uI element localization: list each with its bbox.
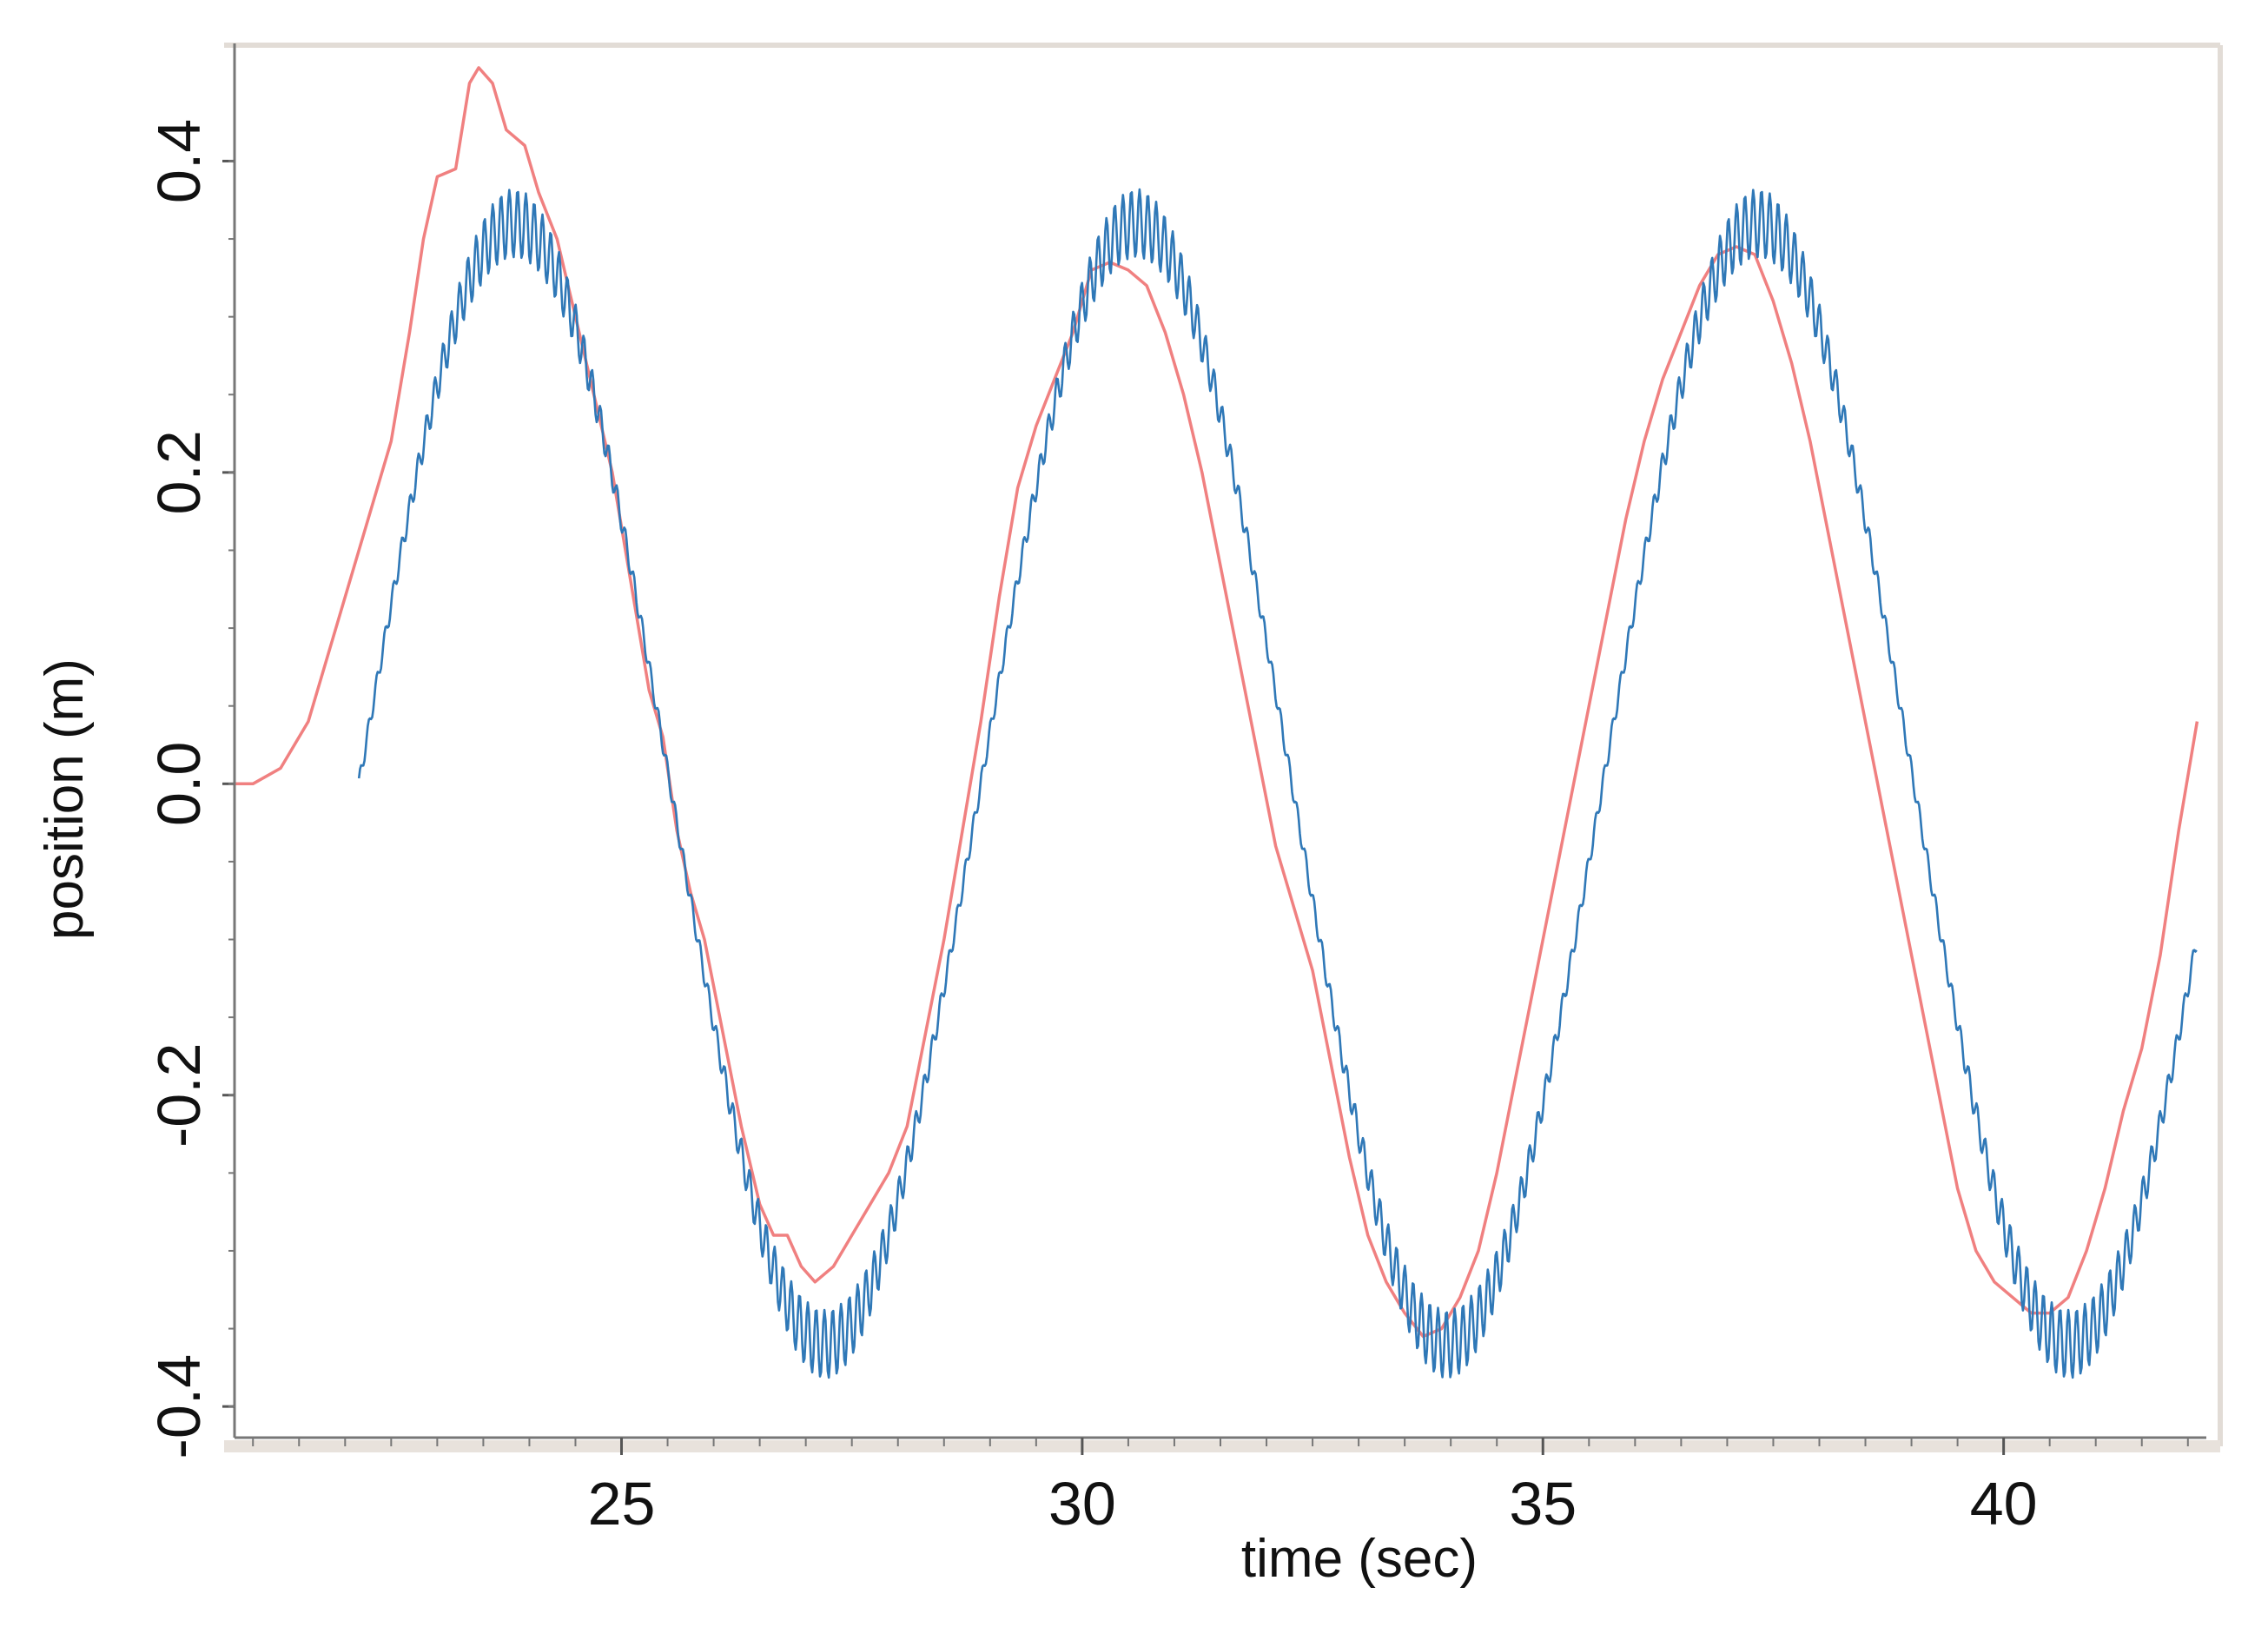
x-tick-label: 40 (1970, 1470, 2038, 1538)
y-tick-label: 0.4 (145, 119, 213, 203)
x-tick-label: 35 (1509, 1470, 1577, 1538)
x-tick-label: 25 (588, 1470, 656, 1538)
y-axis-title: position (m) (35, 658, 95, 940)
y-tick-label: -0.2 (145, 1042, 213, 1147)
x-axis-title: time (sec) (1241, 1529, 1478, 1589)
axes: 0.4 0.2 0.0 -0.2 -0.4 25 30 35 40 (145, 43, 2206, 1538)
series-red-line (235, 66, 2199, 1339)
plot-area (235, 66, 2199, 1379)
series-blue-line (357, 188, 2198, 1379)
y-tick-label: 0.0 (145, 742, 213, 826)
y-tick-label: 0.2 (145, 430, 213, 514)
x-tick-label: 30 (1048, 1470, 1116, 1538)
y-tick-label: -0.4 (145, 1354, 213, 1459)
